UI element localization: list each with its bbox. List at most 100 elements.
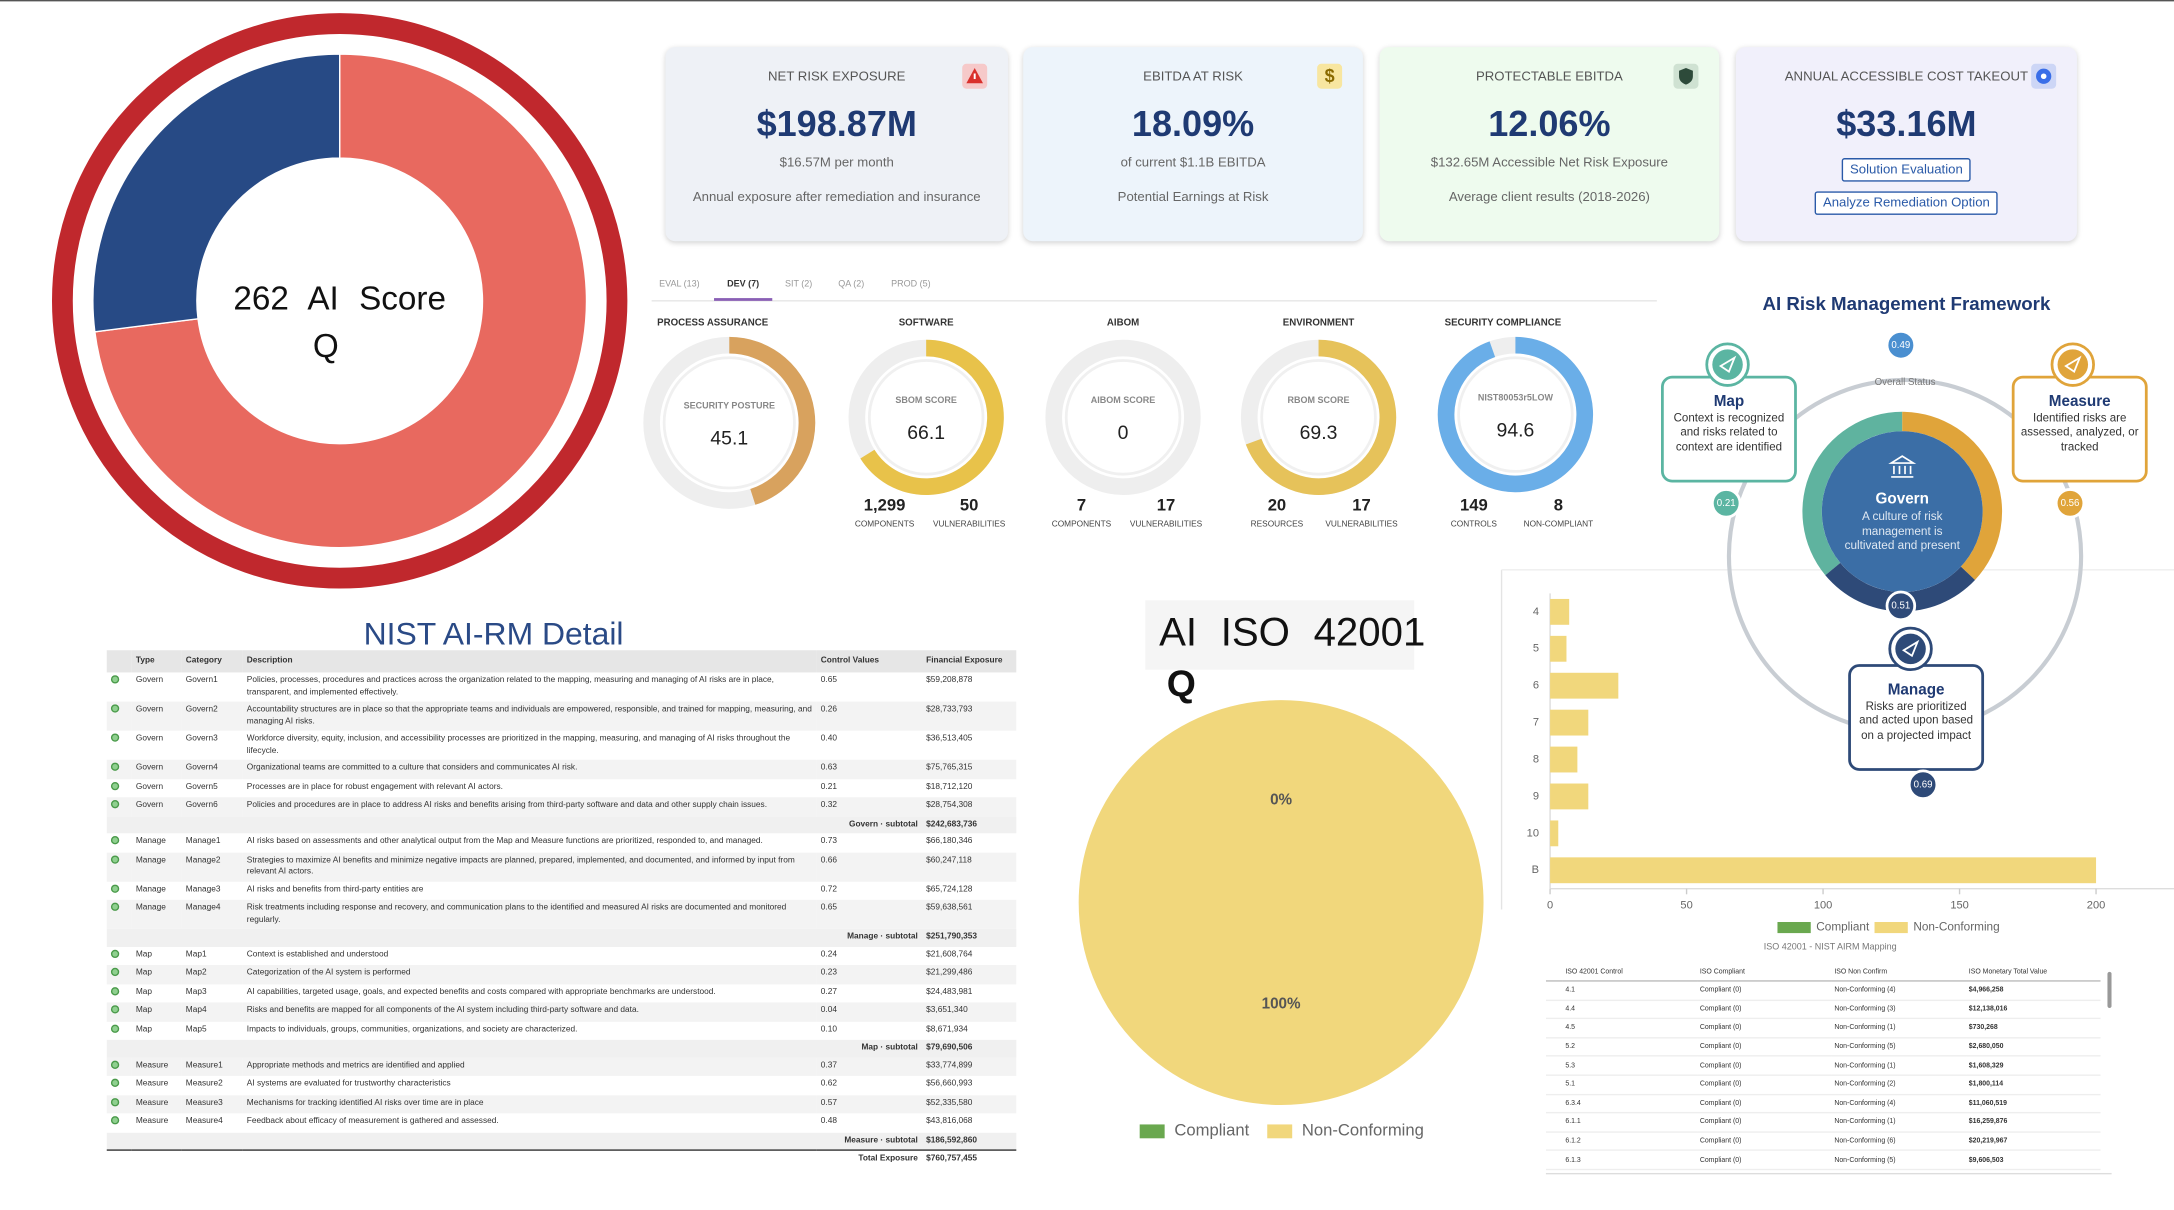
icon-cell — [107, 1076, 132, 1095]
data-row: Govern Govern1 Policies, processes, proced… — [107, 672, 1017, 701]
cell: 0.66 — [816, 851, 923, 882]
cell: Measure — [131, 1057, 182, 1076]
icon-cell — [107, 731, 132, 760]
tab[interactable]: DEV (7) — [727, 279, 759, 289]
total-label: Total Exposure — [106, 1149, 923, 1169]
gauge-inner — [867, 359, 985, 476]
stat-label: NON-COMPLIANT — [1524, 518, 1594, 528]
cell: Non-Conforming (4) — [1831, 980, 1967, 1001]
icon-cell — [107, 833, 132, 852]
iso-table-wrap: ISO 42001 Control ISO Compliant ISO Non Co… — [1545, 963, 2112, 1175]
tab[interactable]: PROD (5) — [891, 279, 931, 289]
expand-cell[interactable] — [1545, 1056, 1563, 1076]
data-row: 4.4 Compliant (0) Non-Conforming (3) $12,13… — [1545, 999, 2101, 1020]
cell: Non-Conforming (5) — [1831, 1150, 1967, 1171]
cell: Govern5 — [185, 782, 218, 791]
icon-cell — [107, 779, 132, 798]
y-tick-label: 7 — [1533, 717, 1539, 729]
donut-center-label: 262 AI Score — [233, 281, 446, 318]
header-cell: Description — [242, 650, 817, 673]
data-row: 6.1.2 Compliant (0) Non-Conforming (6) $20,… — [1545, 1131, 2101, 1152]
header-row: Type Category Description Control Values Fin… — [106, 650, 1017, 673]
cell: Non-Conforming (1) — [1831, 1112, 1967, 1133]
cell: Compliant (0) — [1697, 1131, 1832, 1152]
cell: Measure2 — [185, 1080, 223, 1089]
cell: $28,733,793 — [922, 701, 1017, 731]
status-dot — [110, 1059, 120, 1069]
cell: Manage2 — [181, 851, 243, 882]
cell: 0.65 — [820, 676, 838, 685]
value-label: 100% — [1262, 996, 1301, 1013]
cell: 6.1.3 — [1562, 1150, 1698, 1171]
header-cell: ISO 42001 Control — [1562, 963, 1698, 982]
framework-title: AI Risk Management Framework — [1762, 293, 2051, 314]
cell: Impacts to individuals, groups, communit… — [246, 1025, 578, 1034]
cell: Compliant (0) — [1697, 980, 1832, 1001]
expand-cell[interactable] — [1545, 980, 1563, 1001]
status-dot — [110, 949, 120, 958]
kpi-title: NET RISK EXPOSURE — [768, 69, 906, 85]
subtotal-label: Govern · subtotal — [106, 815, 923, 834]
cell: Manage — [131, 899, 182, 929]
govern-text: Govern A culture of risk management is cu… — [1827, 491, 1977, 553]
y-tick-label: 10 — [1527, 827, 1539, 839]
cell: 0.04 — [816, 1002, 923, 1022]
gauge-label: NIST80053r5LOW — [1478, 392, 1554, 402]
y-tick-label: 4 — [1533, 606, 1539, 618]
stat-value: 8 — [1554, 495, 1563, 514]
cell: 0.63 — [816, 759, 923, 779]
kpi-note: Average client results (2018-2026) — [1448, 189, 1650, 206]
expand-cell[interactable] — [1545, 1037, 1563, 1057]
expand-cell[interactable] — [1545, 1150, 1563, 1171]
cell: Compliant (0) — [1697, 1056, 1832, 1076]
cell: $75,765,315 — [922, 759, 1017, 779]
cell: Govern — [135, 734, 164, 744]
cell: 5.1 — [1562, 1075, 1698, 1095]
cell: Manage — [131, 851, 182, 882]
expand-cell[interactable] — [1545, 1112, 1563, 1133]
stat-label: VULNERABILITIES — [1325, 518, 1398, 528]
expand-cell[interactable] — [1545, 1094, 1563, 1114]
gauge-inner — [1260, 359, 1377, 476]
status-dot — [110, 883, 120, 893]
action-button[interactable]: Analyze Remediation Option — [1814, 191, 1999, 215]
header-cell: Control Values — [816, 650, 923, 673]
cell: $20,219,967 — [1966, 1131, 2101, 1152]
data-row: Govern Govern4 Organizational teams are co… — [106, 759, 1017, 779]
cell: Govern1 — [185, 676, 218, 685]
cell: Context is established and understood — [246, 950, 389, 959]
icon-cell — [106, 1094, 132, 1114]
kpi-icon: $ — [1317, 63, 1343, 89]
section-title: ENVIRONMENT — [1283, 318, 1355, 329]
donut-segment — [92, 53, 341, 333]
expand-cell[interactable] — [1545, 1018, 1563, 1039]
framework-card: Map Context is recognized and risks relat… — [1661, 375, 1797, 483]
status-dot — [110, 986, 120, 995]
data-row: Govern Govern3 Workforce diversity, equity… — [107, 731, 1017, 760]
cell: 0.73 — [820, 837, 838, 846]
data-row: Map Map3 AI capabilities, targeted usage, … — [107, 984, 1017, 1003]
data-row: Govern Govern5 Processes are in place for … — [107, 779, 1017, 798]
expand-cell[interactable] — [1545, 1131, 1563, 1152]
cell: Accountability structures are in place s… — [242, 701, 817, 731]
y-tick-label: 5 — [1533, 643, 1539, 655]
data-row: Map Map5 Impacts to individuals, groups, c… — [107, 1021, 1017, 1040]
cell: $33,774,899 — [922, 1057, 1017, 1076]
subtotal-row: Measure · subtotal $186,592,860 — [106, 1132, 1017, 1151]
tab[interactable]: EVAL (13) — [659, 279, 700, 289]
cell: Compliant (0) — [1697, 1112, 1832, 1133]
bar — [1550, 672, 1619, 699]
tab[interactable]: SIT (2) — [785, 279, 812, 289]
stat-value: 1,299 — [864, 495, 906, 514]
gauge-label: RBOM SCORE — [1288, 395, 1350, 405]
action-button[interactable]: Solution Evaluation — [1841, 158, 1972, 182]
cell: Manage — [135, 885, 166, 894]
data-row: Measure Measure3 Mechanisms for tracking i… — [106, 1094, 1017, 1114]
tab[interactable]: QA (2) — [838, 279, 864, 289]
expand-cell[interactable] — [1545, 999, 1563, 1020]
expand-cell[interactable] — [1545, 1169, 1563, 1173]
cell: 0.24 — [820, 950, 838, 959]
expand-cell[interactable] — [1545, 1075, 1563, 1095]
stat-value: 17 — [1352, 495, 1371, 514]
legend-swatch — [1874, 922, 1908, 934]
